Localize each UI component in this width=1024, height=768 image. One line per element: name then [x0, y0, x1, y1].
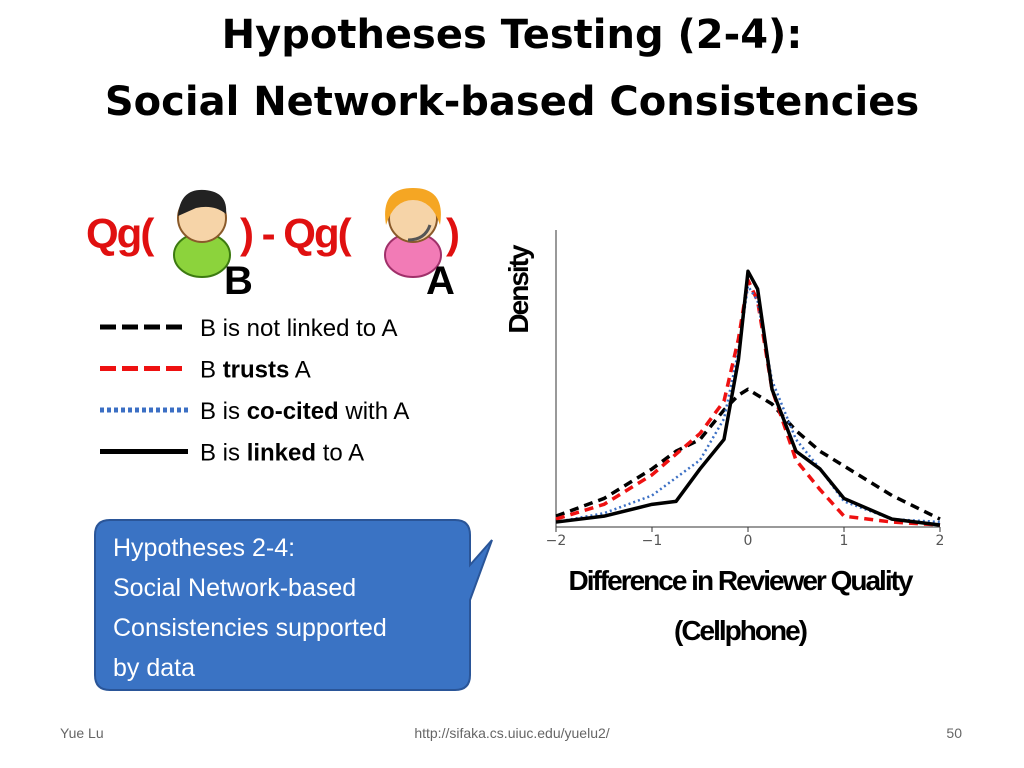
- legend-label-part: trusts: [223, 357, 290, 384]
- formula-part: ) - Qg(: [240, 210, 352, 257]
- legend-label: B is linked to A: [200, 440, 364, 467]
- legend-label: B is not linked to A: [200, 315, 397, 342]
- legend-label-part: with A: [339, 398, 410, 425]
- legend-label-part: B is: [200, 398, 247, 425]
- formula-part: Qg(: [86, 210, 154, 257]
- legend-label-part: B is not linked to A: [200, 315, 397, 342]
- callout-line: by data: [113, 654, 195, 682]
- x-tick-label: 0: [744, 533, 753, 549]
- legend-label: B trusts A: [200, 357, 311, 384]
- callout-line: Social Network-based: [113, 574, 356, 602]
- footer-page: 50: [946, 725, 962, 741]
- title-line: Hypotheses Testing (2-4):: [222, 12, 803, 58]
- legend-label-part: linked: [247, 440, 316, 467]
- user-icon-b: [173, 189, 231, 278]
- footer-url: http://sifaka.cs.uiuc.edu/yuelu2/: [414, 725, 609, 741]
- callout-line: Consistencies supported: [113, 614, 387, 642]
- density-line: [555, 284, 941, 524]
- user-icon-a: [384, 188, 442, 278]
- user-label: B: [224, 259, 253, 303]
- x-axis-label: (Cellphone): [674, 615, 807, 646]
- callout: [94, 519, 493, 691]
- legend-label-part: B: [200, 357, 223, 384]
- legend-label-part: A: [289, 357, 310, 384]
- density-line: [555, 269, 941, 527]
- y-axis-label: Density: [503, 244, 534, 334]
- x-tick-label: 2: [936, 533, 945, 549]
- x-axis-label: Difference in Reviewer Quality: [568, 565, 913, 596]
- legend-label-part: co-cited: [247, 398, 339, 425]
- callout-line: Hypotheses 2-4:: [113, 534, 295, 562]
- legend-label-part: B is: [200, 440, 247, 467]
- x-tick-label: 1: [840, 533, 849, 549]
- legend-label: B is co-cited with A: [200, 398, 409, 425]
- x-tick-label: −2: [546, 533, 567, 549]
- x-tick-label: −1: [642, 533, 663, 549]
- formula-part: ): [446, 210, 458, 257]
- density-line: [555, 387, 941, 521]
- footer-author: Yue Lu: [60, 725, 104, 741]
- user-label: A: [426, 259, 455, 303]
- title-line: Social Network-based Consistencies: [105, 79, 919, 125]
- density-line: [555, 278, 941, 527]
- legend-label-part: to A: [316, 440, 364, 467]
